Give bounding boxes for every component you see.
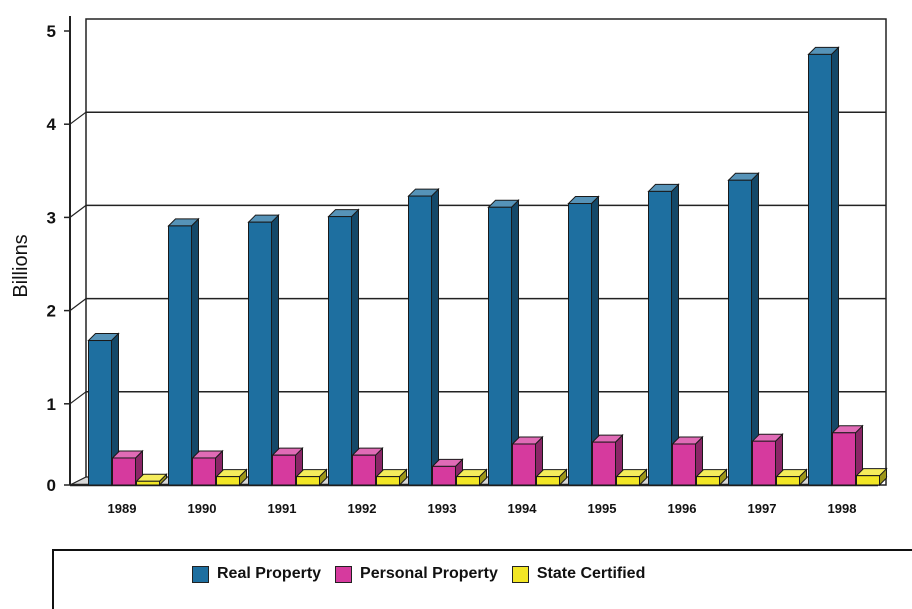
gridline-side [69,204,87,218]
y-tick-label: 2 [47,302,56,321]
bar-state-certified-1998 [855,467,888,487]
y-tick-label: 0 [47,476,56,495]
x-tick-label: 1995 [588,501,617,516]
bar-front [432,465,456,486]
legend-swatch [335,565,353,583]
legend-swatch [511,565,529,583]
x-tick-label: 1994 [508,501,538,516]
legend-label: State Certified [536,565,646,582]
bar-front [616,476,640,486]
x-tick-label: 1993 [428,501,457,516]
bar-front [696,476,720,486]
legend-label: Real Property [217,565,322,582]
bar-side [831,46,839,487]
bar-front [592,441,616,486]
bar-front [856,475,880,486]
bar-real-property-1992 [327,208,360,487]
legend-swatch [192,565,209,583]
bar-front [648,190,672,486]
x-tick-label: 1997 [748,501,777,516]
bar-real-property-1998 [807,46,840,487]
bar-real-property-1996 [647,183,680,487]
bar-real-property-1989 [87,332,120,487]
bar-front [536,476,560,486]
gridline-side [69,111,87,125]
bar-front [216,476,240,486]
y-tick-label: 1 [47,395,56,414]
bar-front [376,476,400,486]
x-tick-label: 1996 [668,501,697,516]
legend-item-state-certified: State Certified [511,565,646,583]
legend-item-personal-property: Personal Property [335,565,498,583]
x-axis-ticks: 1989 1990 1991 1992 1993 1994 1995 1996 1997 1998 [108,501,857,516]
legend-label: Personal Property [360,565,498,582]
gridline-side [69,298,87,312]
bar-real-property-1994 [487,199,520,487]
bar-state-certified-1995 [615,468,648,487]
bar-personal-property-1996 [671,435,704,487]
bar-state-certified-1991 [295,468,328,487]
bar-front [776,476,800,486]
legend: Real Property Personal Property State Cert… [52,549,912,609]
bar-front [248,221,272,486]
x-tick-label: 1991 [268,501,297,516]
bar-front [168,225,192,486]
legend-row: Real Property Personal Property State Cert… [192,565,659,583]
x-tick-label: 1998 [828,501,857,516]
bar-front [456,476,480,486]
bar-side [351,208,359,487]
bar-state-certified-1992 [375,468,408,487]
bar-state-certified-1989 [135,473,168,487]
bar-front [192,457,216,486]
x-tick-label: 1990 [188,501,217,516]
y-axis-ticks: 0 1 2 3 4 5 [47,22,70,495]
plot-frame [85,18,887,486]
bar-real-property-1993 [407,187,440,487]
bar-front [408,195,432,486]
bar-front [272,454,296,486]
bar-front [328,216,352,486]
bar-front [672,443,696,486]
bar-front [728,179,752,486]
bar-front [808,53,832,486]
bar-real-property-1997 [727,172,760,487]
bar-state-certified-1994 [535,468,568,487]
bar-side [271,213,279,487]
y-tick-label: 3 [47,208,56,227]
bar-front [512,443,536,486]
bar-front [832,432,856,486]
gridline-side [69,391,87,405]
bar-front [488,206,512,486]
x-tick-label: 1989 [108,501,137,516]
bar-state-certified-1993 [455,468,488,487]
bar-front [568,203,592,486]
bar-real-property-1991 [247,213,280,487]
y-axis-title: Billions [10,234,32,297]
y-tick-label: 5 [47,22,56,41]
bar-side [431,187,439,487]
bar-state-certified-1990 [215,468,248,487]
bar-side [191,217,199,487]
y-tick-label: 4 [47,115,57,134]
bar-state-certified-1997 [775,468,808,487]
bars [87,46,888,487]
bar-real-property-1990 [167,217,200,487]
bar-front [752,440,776,486]
legend-item-real-property: Real Property [192,565,321,583]
x-tick-label: 1992 [348,501,377,516]
bar-personal-property-1998 [831,424,864,487]
bar-front [136,480,160,486]
bar-front [352,454,376,486]
bar-state-certified-1996 [695,468,728,487]
bar-front [296,476,320,486]
bar-front [112,457,136,486]
bar-front [88,340,112,486]
